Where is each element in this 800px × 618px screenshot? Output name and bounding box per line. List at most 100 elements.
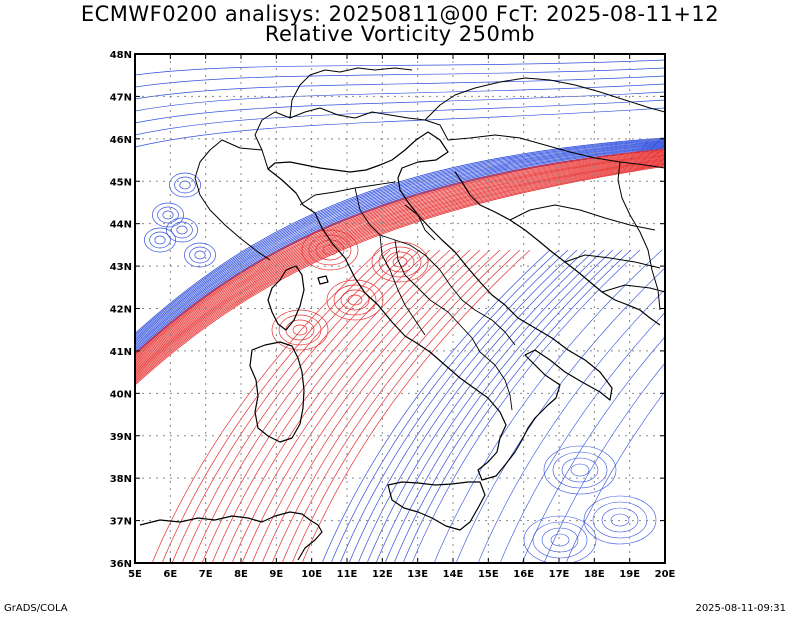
contour-line [348, 249, 578, 563]
contour-line [366, 249, 596, 563]
map-frame-bg [135, 54, 665, 563]
contour-line [499, 312, 665, 563]
contour-line [251, 249, 481, 563]
contour-line [135, 99, 665, 136]
contour-line [135, 139, 665, 338]
lat-label: 46N [110, 135, 132, 146]
lon-label: 20E [655, 569, 676, 580]
contour-line [135, 143, 665, 346]
contour-line [321, 249, 551, 563]
contour-cell [271, 309, 329, 351]
contour-line [135, 160, 665, 377]
lat-label: 39N [110, 432, 132, 443]
axis-ticks [134, 53, 666, 564]
contour-line [261, 249, 491, 563]
contour-line [135, 161, 665, 379]
contour-cell [550, 533, 570, 547]
contour-cell [278, 314, 322, 346]
lon-label: 13E [407, 569, 428, 580]
contour-line [201, 249, 431, 563]
latitude-labels: 36N 37N 38N 39N 40N 41N 42N 43N 44N 45N 46N 47N 48N [110, 50, 132, 570]
contour-cell [532, 521, 588, 559]
lat-label: 36N [110, 559, 132, 570]
lat-label: 47N [110, 92, 132, 103]
elba-island [317, 275, 329, 285]
lon-label: 12E [372, 569, 393, 580]
lon-label: 11E [337, 569, 358, 580]
contour-line [135, 144, 665, 347]
regional-borders [299, 181, 516, 411]
contour-line [384, 249, 614, 563]
italy-coastline [267, 131, 613, 481]
contour-line [291, 249, 521, 563]
contour-line [565, 390, 665, 563]
contour-line [151, 249, 381, 563]
contour-line [135, 160, 665, 376]
contour-cell [541, 527, 579, 553]
lon-label: 10E [301, 569, 322, 580]
contour-cell [378, 246, 422, 278]
contour-cell [601, 507, 639, 533]
lat-label: 38N [110, 474, 132, 485]
map-title: ECMWF0200 analisys: 20250811@00 FcT: 202… [80, 2, 720, 26]
contour-cell [171, 221, 193, 239]
contour-cell [157, 206, 179, 224]
longitude-labels: 5E 6E 7E 8E 9E 10E 11E 12E 13E 14E 15E 16E 17E 18E 19E… [128, 569, 675, 580]
contour-line [135, 148, 665, 355]
lon-label: 19E [619, 569, 640, 580]
contour-cell [583, 495, 657, 545]
lat-label: 44N [110, 220, 132, 231]
contour-line [330, 249, 560, 563]
contour-line [135, 140, 665, 339]
contour-line [221, 249, 451, 563]
contour-cell [392, 256, 408, 268]
contour-line [521, 336, 665, 563]
lon-label: 18E [584, 569, 605, 580]
contour-line [135, 150, 665, 358]
contour-line [135, 164, 665, 383]
contour-line [433, 249, 663, 563]
contour-line [135, 149, 665, 356]
lat-label: 48N [110, 50, 132, 61]
country-borders [194, 67, 665, 311]
contour-cell [194, 250, 206, 260]
contour-cell [292, 324, 308, 336]
coastlines-and-borders [139, 67, 665, 561]
contour-cell [149, 231, 171, 249]
contour-line [135, 147, 665, 352]
contour-line [231, 249, 461, 563]
contour-line [135, 155, 665, 368]
contour-cell [326, 279, 384, 321]
contour-cell [592, 501, 648, 539]
contour-cell [552, 451, 608, 489]
contour-cell [154, 235, 166, 245]
tunisia-coastline [139, 511, 323, 561]
contour-line [271, 249, 501, 563]
contour-line [135, 148, 665, 355]
contour-line [135, 145, 665, 349]
footer-credit: GrADS/COLA [4, 603, 68, 614]
contour-line [135, 59, 665, 76]
lon-label: 15E [478, 569, 499, 580]
contour-line [357, 249, 587, 563]
contour-line [477, 289, 665, 563]
contour-cell [333, 284, 377, 316]
contour-cell [176, 225, 188, 235]
contour-line [135, 141, 665, 343]
contour-line [135, 151, 665, 361]
contour-cell [543, 445, 617, 495]
contour-cell [340, 289, 370, 311]
lon-label: 5E [128, 569, 142, 580]
contour-line [241, 249, 471, 563]
lat-label: 45N [110, 177, 132, 188]
contour-cell [189, 246, 211, 264]
contour-line [402, 249, 632, 563]
contour-cell [166, 217, 198, 243]
lon-label: 16E [513, 569, 534, 580]
contour-cell [610, 513, 630, 527]
contour-line [135, 159, 665, 374]
contour-line [211, 249, 441, 563]
contour-cell [570, 463, 590, 477]
contour-line [135, 142, 665, 344]
